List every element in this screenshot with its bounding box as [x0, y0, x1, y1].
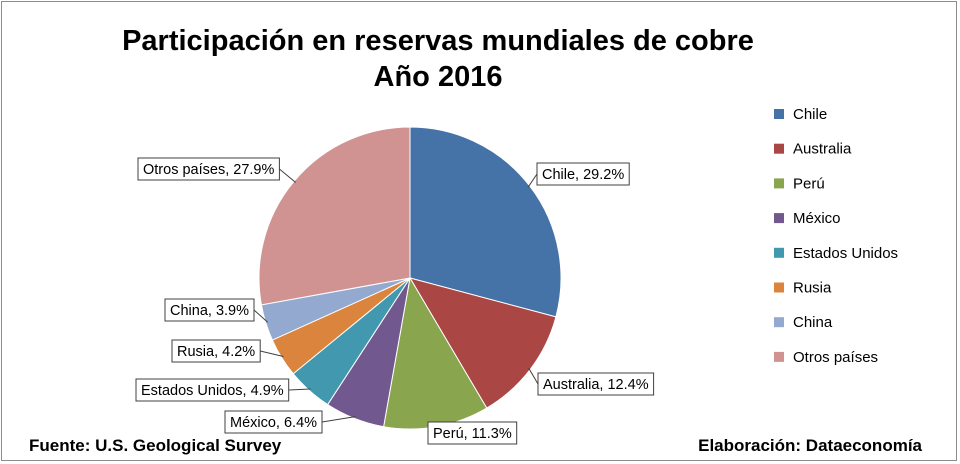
leader-line-mexico	[321, 416, 356, 423]
legend-label-estados-unidos: Estados Unidos	[793, 245, 898, 262]
credit-note: Elaboración: Dataeconomía	[698, 436, 922, 455]
data-label-otros-paises: Otros países, 27.9%	[137, 157, 280, 181]
svg-text:Rusia, 4.2%: Rusia, 4.2%	[177, 344, 255, 360]
data-label-rusia: Rusia, 4.2%	[171, 339, 261, 363]
data-label-australia: Australia, 12.4%	[537, 372, 655, 396]
legend-swatch-rusia	[774, 282, 784, 293]
svg-text:Otros países, 27.9%: Otros países, 27.9%	[143, 162, 274, 178]
svg-text:Chile, 29.2%: Chile, 29.2%	[542, 167, 624, 183]
pie-slices	[258, 126, 562, 430]
data-label-chile: Chile, 29.2%	[536, 162, 630, 186]
svg-text:Perú, 11.3%: Perú, 11.3%	[433, 426, 512, 442]
svg-text:Australia, 12.4%: Australia, 12.4%	[543, 377, 649, 393]
legend-swatch-australia	[774, 143, 784, 154]
legend-swatch-estados-unidos	[774, 247, 784, 258]
pie-slice-otros-paises	[258, 126, 411, 306]
leader-line-chile	[527, 173, 538, 188]
legend-swatch-china	[774, 317, 784, 328]
legend-label-otros-paises: Otros países	[793, 349, 878, 366]
pie-slice-chile	[409, 126, 562, 318]
leader-line-australia	[528, 367, 539, 385]
legend-swatch-otros-paises	[774, 351, 784, 362]
leader-line-estados-unidos	[288, 388, 311, 391]
svg-text:México, 6.4%: México, 6.4%	[230, 415, 317, 431]
leader-line-rusia	[260, 350, 284, 357]
leader-line-china	[253, 309, 269, 323]
data-label-china: China, 3.9%	[164, 298, 255, 322]
chart-subtitle: Año 2016	[374, 61, 503, 93]
legend-swatch-peru	[774, 178, 784, 189]
pie-slice-australia	[408, 277, 557, 409]
data-labels: Chile, 29.2% Australia, 12.4% Perú, 11.3% M…	[135, 157, 655, 445]
legend-label-peru: Perú	[793, 175, 825, 192]
legend-label-mexico: México	[793, 210, 841, 227]
legend-label-australia: Australia	[793, 141, 852, 158]
svg-text:Estados Unidos, 4.9%: Estados Unidos, 4.9%	[141, 383, 284, 399]
data-label-mexico: México, 6.4%	[224, 410, 323, 434]
legend-label-chile: Chile	[793, 106, 827, 123]
data-label-estados-unidos: Estados Unidos, 4.9%	[135, 378, 290, 402]
data-label-peru: Perú, 11.3%	[427, 421, 518, 445]
leader-line-otros-paises	[279, 168, 297, 183]
chart-title: Participación en reservas mundiales de c…	[122, 25, 754, 57]
legend-swatch-chile	[774, 109, 784, 119]
legend-label-china: China	[793, 314, 833, 331]
legend-label-rusia: Rusia	[793, 280, 832, 297]
svg-text:China, 3.9%: China, 3.9%	[170, 303, 249, 319]
source-note: Fuente: U.S. Geological Survey	[29, 436, 282, 455]
legend: Chile Australia Perú México Estados Unidos Ru…	[774, 106, 898, 366]
legend-swatch-mexico	[774, 213, 784, 224]
